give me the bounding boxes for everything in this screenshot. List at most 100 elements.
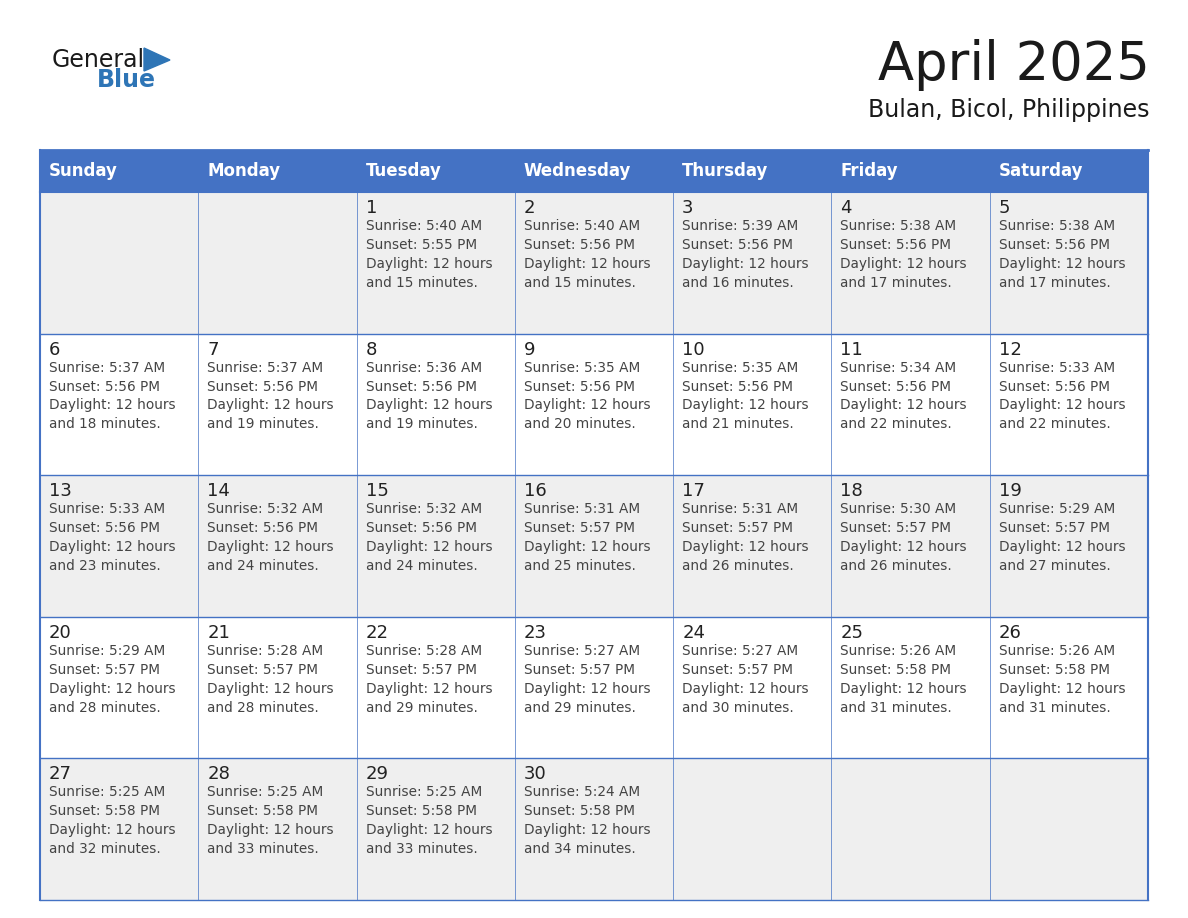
Text: Sunrise: 5:39 AM
Sunset: 5:56 PM
Daylight: 12 hours
and 16 minutes.: Sunrise: 5:39 AM Sunset: 5:56 PM Dayligh… [682,219,809,290]
Polygon shape [144,48,170,71]
Text: 23: 23 [524,624,546,642]
Text: 14: 14 [207,482,230,500]
Text: 28: 28 [207,766,230,783]
Bar [990,476,1148,617]
Bar [356,333,514,476]
Text: Sunrise: 5:26 AM
Sunset: 5:58 PM
Daylight: 12 hours
and 31 minutes.: Sunrise: 5:26 AM Sunset: 5:58 PM Dayligh… [999,644,1125,714]
Text: 11: 11 [840,341,864,359]
Bar [40,333,198,476]
Bar [832,758,990,900]
Text: Sunrise: 5:32 AM
Sunset: 5:56 PM
Daylight: 12 hours
and 24 minutes.: Sunrise: 5:32 AM Sunset: 5:56 PM Dayligh… [207,502,334,573]
Text: 2: 2 [524,199,536,217]
Text: Sunrise: 5:27 AM
Sunset: 5:57 PM
Daylight: 12 hours
and 29 minutes.: Sunrise: 5:27 AM Sunset: 5:57 PM Dayligh… [524,644,651,714]
Text: 25: 25 [840,624,864,642]
Text: 21: 21 [207,624,230,642]
Text: 29: 29 [366,766,388,783]
Text: 10: 10 [682,341,704,359]
Bar [832,617,990,758]
Bar [990,150,1148,192]
Bar [40,758,198,900]
Text: Saturday: Saturday [999,162,1083,180]
Text: Wednesday: Wednesday [524,162,631,180]
Bar [198,617,356,758]
Text: Sunrise: 5:40 AM
Sunset: 5:56 PM
Daylight: 12 hours
and 15 minutes.: Sunrise: 5:40 AM Sunset: 5:56 PM Dayligh… [524,219,651,290]
Text: 8: 8 [366,341,377,359]
Bar [40,617,198,758]
Bar [198,150,356,192]
Text: Sunrise: 5:27 AM
Sunset: 5:57 PM
Daylight: 12 hours
and 30 minutes.: Sunrise: 5:27 AM Sunset: 5:57 PM Dayligh… [682,644,809,714]
Text: 5: 5 [999,199,1010,217]
Bar [356,192,514,333]
Text: Bulan, Bicol, Philippines: Bulan, Bicol, Philippines [868,98,1150,122]
Text: Sunrise: 5:30 AM
Sunset: 5:57 PM
Daylight: 12 hours
and 26 minutes.: Sunrise: 5:30 AM Sunset: 5:57 PM Dayligh… [840,502,967,573]
Bar [832,333,990,476]
Bar [40,150,198,192]
Bar [674,476,832,617]
Bar [198,333,356,476]
Text: Monday: Monday [207,162,280,180]
Bar [356,150,514,192]
Text: Sunrise: 5:25 AM
Sunset: 5:58 PM
Daylight: 12 hours
and 33 minutes.: Sunrise: 5:25 AM Sunset: 5:58 PM Dayligh… [207,786,334,856]
Text: Sunday: Sunday [49,162,118,180]
Text: Sunrise: 5:36 AM
Sunset: 5:56 PM
Daylight: 12 hours
and 19 minutes.: Sunrise: 5:36 AM Sunset: 5:56 PM Dayligh… [366,361,492,431]
Bar [832,476,990,617]
Text: Sunrise: 5:29 AM
Sunset: 5:57 PM
Daylight: 12 hours
and 28 minutes.: Sunrise: 5:29 AM Sunset: 5:57 PM Dayligh… [49,644,176,714]
Text: Sunrise: 5:33 AM
Sunset: 5:56 PM
Daylight: 12 hours
and 22 minutes.: Sunrise: 5:33 AM Sunset: 5:56 PM Dayligh… [999,361,1125,431]
Text: Sunrise: 5:34 AM
Sunset: 5:56 PM
Daylight: 12 hours
and 22 minutes.: Sunrise: 5:34 AM Sunset: 5:56 PM Dayligh… [840,361,967,431]
Bar [674,192,832,333]
Text: 7: 7 [207,341,219,359]
Text: 20: 20 [49,624,71,642]
Bar [674,150,832,192]
Bar [674,758,832,900]
Text: 4: 4 [840,199,852,217]
Text: Sunrise: 5:35 AM
Sunset: 5:56 PM
Daylight: 12 hours
and 21 minutes.: Sunrise: 5:35 AM Sunset: 5:56 PM Dayligh… [682,361,809,431]
Text: April 2025: April 2025 [878,39,1150,91]
Text: 18: 18 [840,482,864,500]
Text: 30: 30 [524,766,546,783]
Bar [40,192,198,333]
Text: Sunrise: 5:38 AM
Sunset: 5:56 PM
Daylight: 12 hours
and 17 minutes.: Sunrise: 5:38 AM Sunset: 5:56 PM Dayligh… [999,219,1125,290]
Text: 17: 17 [682,482,704,500]
Bar [198,192,356,333]
Text: Sunrise: 5:40 AM
Sunset: 5:55 PM
Daylight: 12 hours
and 15 minutes.: Sunrise: 5:40 AM Sunset: 5:55 PM Dayligh… [366,219,492,290]
Text: 12: 12 [999,341,1022,359]
Text: Sunrise: 5:24 AM
Sunset: 5:58 PM
Daylight: 12 hours
and 34 minutes.: Sunrise: 5:24 AM Sunset: 5:58 PM Dayligh… [524,786,651,856]
Bar [990,333,1148,476]
Text: Sunrise: 5:32 AM
Sunset: 5:56 PM
Daylight: 12 hours
and 24 minutes.: Sunrise: 5:32 AM Sunset: 5:56 PM Dayligh… [366,502,492,573]
Bar [514,758,674,900]
Text: Friday: Friday [840,162,898,180]
Bar [356,476,514,617]
Bar [514,150,674,192]
Text: Sunrise: 5:29 AM
Sunset: 5:57 PM
Daylight: 12 hours
and 27 minutes.: Sunrise: 5:29 AM Sunset: 5:57 PM Dayligh… [999,502,1125,573]
Text: Blue: Blue [97,68,156,92]
Text: 1: 1 [366,199,377,217]
Bar [40,476,198,617]
Text: Sunrise: 5:28 AM
Sunset: 5:57 PM
Daylight: 12 hours
and 29 minutes.: Sunrise: 5:28 AM Sunset: 5:57 PM Dayligh… [366,644,492,714]
Bar [198,476,356,617]
Text: 13: 13 [49,482,72,500]
Bar [832,150,990,192]
Bar [674,333,832,476]
Text: Sunrise: 5:28 AM
Sunset: 5:57 PM
Daylight: 12 hours
and 28 minutes.: Sunrise: 5:28 AM Sunset: 5:57 PM Dayligh… [207,644,334,714]
Bar [198,758,356,900]
Text: 9: 9 [524,341,536,359]
Text: Sunrise: 5:31 AM
Sunset: 5:57 PM
Daylight: 12 hours
and 25 minutes.: Sunrise: 5:31 AM Sunset: 5:57 PM Dayligh… [524,502,651,573]
Text: 15: 15 [366,482,388,500]
Text: 19: 19 [999,482,1022,500]
Text: 27: 27 [49,766,72,783]
Text: 26: 26 [999,624,1022,642]
Text: 3: 3 [682,199,694,217]
Bar [356,758,514,900]
Text: Sunrise: 5:25 AM
Sunset: 5:58 PM
Daylight: 12 hours
and 33 minutes.: Sunrise: 5:25 AM Sunset: 5:58 PM Dayligh… [366,786,492,856]
Text: Sunrise: 5:26 AM
Sunset: 5:58 PM
Daylight: 12 hours
and 31 minutes.: Sunrise: 5:26 AM Sunset: 5:58 PM Dayligh… [840,644,967,714]
Text: 16: 16 [524,482,546,500]
Text: Sunrise: 5:31 AM
Sunset: 5:57 PM
Daylight: 12 hours
and 26 minutes.: Sunrise: 5:31 AM Sunset: 5:57 PM Dayligh… [682,502,809,573]
Text: Thursday: Thursday [682,162,769,180]
Text: Sunrise: 5:37 AM
Sunset: 5:56 PM
Daylight: 12 hours
and 19 minutes.: Sunrise: 5:37 AM Sunset: 5:56 PM Dayligh… [207,361,334,431]
Text: Sunrise: 5:38 AM
Sunset: 5:56 PM
Daylight: 12 hours
and 17 minutes.: Sunrise: 5:38 AM Sunset: 5:56 PM Dayligh… [840,219,967,290]
Bar [514,192,674,333]
Text: Sunrise: 5:37 AM
Sunset: 5:56 PM
Daylight: 12 hours
and 18 minutes.: Sunrise: 5:37 AM Sunset: 5:56 PM Dayligh… [49,361,176,431]
Text: Sunrise: 5:33 AM
Sunset: 5:56 PM
Daylight: 12 hours
and 23 minutes.: Sunrise: 5:33 AM Sunset: 5:56 PM Dayligh… [49,502,176,573]
Text: Tuesday: Tuesday [366,162,442,180]
Bar [990,192,1148,333]
